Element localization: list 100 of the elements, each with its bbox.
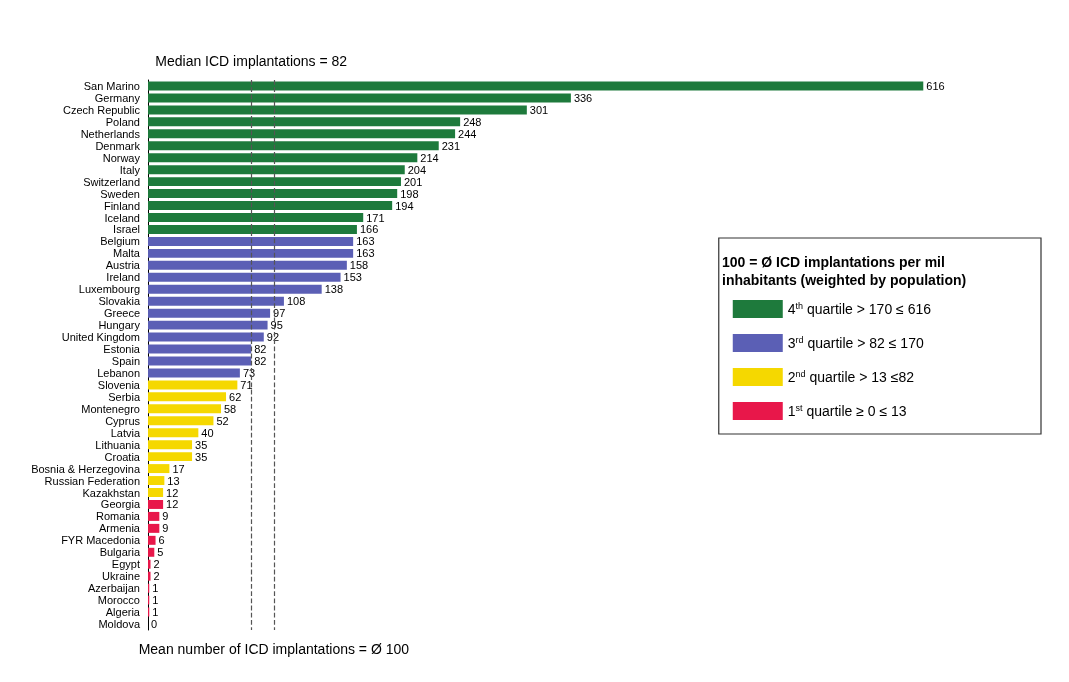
data-label: 6 <box>158 534 165 547</box>
bar <box>148 464 170 474</box>
y-tick-label: Armenia <box>99 522 141 535</box>
bar <box>148 404 221 414</box>
y-tick-label: Austria <box>105 259 141 272</box>
bar <box>148 499 164 509</box>
data-label: 194 <box>395 199 414 212</box>
bar <box>148 81 924 91</box>
y-tick-label: FYR Macedonia <box>61 534 141 547</box>
y-tick-label: Iceland <box>104 211 140 224</box>
y-tick-label: Hungary <box>98 319 141 332</box>
y-tick-label: Kazakhstan <box>82 486 140 499</box>
y-tick-label: Switzerland <box>83 175 140 188</box>
bar <box>148 476 165 486</box>
y-tick-label: Lithuania <box>95 438 141 451</box>
y-tick-label: Egypt <box>111 558 140 571</box>
data-label: 2 <box>153 558 160 571</box>
data-label: 82 <box>254 343 267 356</box>
data-label: 12 <box>166 486 179 499</box>
y-tick-label: Estonia <box>103 343 141 356</box>
data-label: 198 <box>400 187 419 200</box>
data-label: 336 <box>573 91 593 104</box>
data-label: 301 <box>529 103 549 116</box>
y-tick-label: Ireland <box>106 271 140 284</box>
y-tick-label: Lebanon <box>97 366 140 379</box>
data-label: 62 <box>229 390 242 403</box>
y-tick-label: Luxembourg <box>78 283 140 296</box>
data-label: 163 <box>356 235 375 248</box>
y-tick-label: Spain <box>111 354 140 367</box>
y-tick-label: Sweden <box>100 187 140 200</box>
bar <box>148 488 164 497</box>
y-tick-label: Malta <box>113 247 141 260</box>
y-tick-label: Georgia <box>100 498 141 511</box>
bar <box>148 296 284 306</box>
y-tick-label: Latvia <box>110 426 141 439</box>
bar <box>148 248 354 258</box>
bar <box>148 428 199 438</box>
y-tick-label: Montenegro <box>81 402 140 415</box>
y-tick-label: Poland <box>105 115 140 128</box>
y-tick-label: Morocco <box>97 594 140 607</box>
data-label: 58 <box>224 402 237 415</box>
bar <box>148 93 571 103</box>
y-tick-label: Norway <box>102 151 141 164</box>
y-tick-label: Denmark <box>95 139 141 152</box>
data-label: 244 <box>458 127 477 140</box>
y-tick-label: Moldova <box>98 618 141 631</box>
data-label: 616 <box>926 79 945 92</box>
bar <box>148 511 160 521</box>
data-label: 231 <box>441 139 461 152</box>
bar <box>148 153 418 163</box>
bar <box>148 224 357 234</box>
y-tick-label: United Kingdom <box>61 331 140 344</box>
data-label: 1 <box>152 594 159 607</box>
y-tick-label: Italy <box>119 163 141 176</box>
data-label: 166 <box>359 223 379 236</box>
bar <box>148 380 238 390</box>
bar <box>148 105 527 115</box>
y-tick-label: Croatia <box>104 450 141 463</box>
bar <box>148 416 214 426</box>
data-label: 35 <box>195 438 208 451</box>
data-label: 108 <box>286 295 306 308</box>
bar <box>148 260 347 270</box>
bar <box>148 165 405 175</box>
data-label: 9 <box>162 510 169 523</box>
data-label: 153 <box>343 271 362 284</box>
bar <box>148 284 322 294</box>
bar <box>148 523 160 533</box>
bar <box>148 344 252 354</box>
data-label: 138 <box>324 283 344 296</box>
y-tick-label: Belgium <box>100 235 140 248</box>
y-tick-label: Cyprus <box>105 414 141 427</box>
data-label: 2 <box>153 570 160 583</box>
bar <box>148 571 151 581</box>
bar <box>148 308 271 318</box>
y-tick-label: Ukraine <box>102 570 140 583</box>
y-tick-label: Netherlands <box>80 127 141 140</box>
y-tick-label: Czech Republic <box>62 103 141 116</box>
bar <box>148 129 456 139</box>
data-label: 40 <box>201 426 214 439</box>
bar <box>148 117 461 127</box>
data-label: 1 <box>152 606 159 619</box>
y-tick-label: Azerbaijan <box>88 582 140 595</box>
data-label: 52 <box>216 414 229 427</box>
data-label: 204 <box>407 163 427 176</box>
legend-title: 100 = Ø ICD implantations per mil inhabitants (weighted by population) <box>722 254 967 288</box>
bar <box>148 332 264 342</box>
bar <box>148 547 155 557</box>
data-label: 163 <box>356 247 375 260</box>
bar <box>148 141 439 151</box>
bar <box>148 201 393 211</box>
data-label: 5 <box>157 546 164 559</box>
bar <box>148 356 252 366</box>
data-label: 13 <box>167 474 180 487</box>
bar <box>148 452 193 462</box>
bar <box>148 177 401 187</box>
y-tick-label: Russian Federation <box>44 474 140 487</box>
data-label: 17 <box>172 462 185 475</box>
y-tick-label: San Marino <box>83 79 140 92</box>
data-label: 1 <box>152 582 159 595</box>
data-label: 0 <box>151 618 158 631</box>
